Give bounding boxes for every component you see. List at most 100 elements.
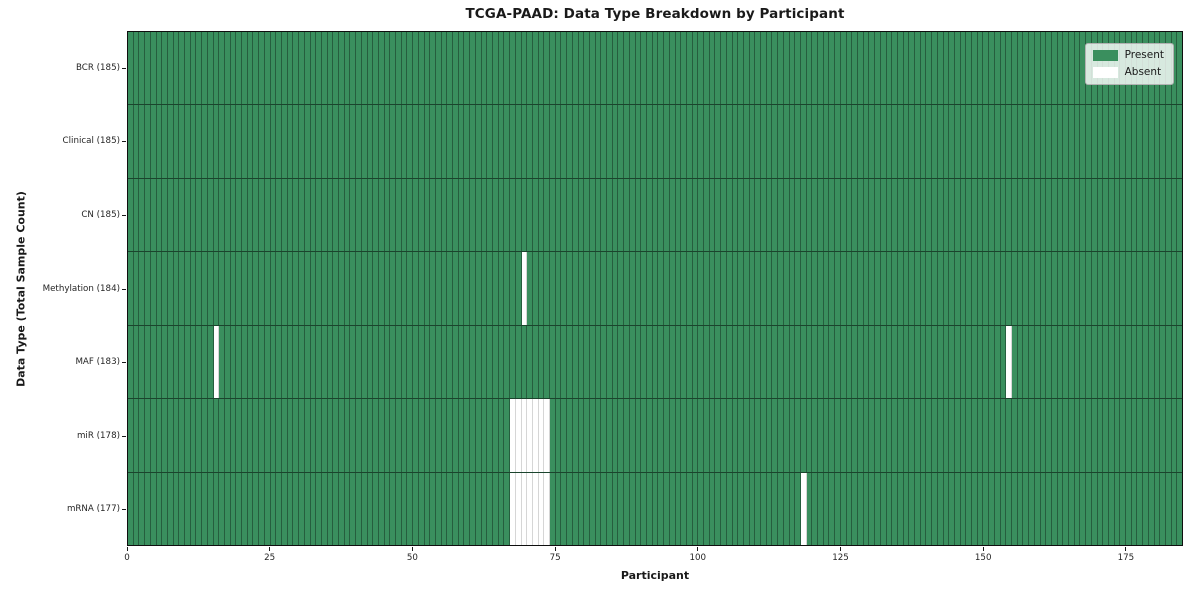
cell-present-clinical-172 <box>1108 105 1115 178</box>
cell-present-cn-159 <box>1034 178 1041 252</box>
cell-present-methylation-120 <box>812 252 819 325</box>
cell-present-mrna-96 <box>675 472 682 545</box>
cell-present-methylation-82 <box>595 252 602 325</box>
cell-present-bcr-22 <box>253 32 260 105</box>
cell-present-methylation-43 <box>373 252 379 325</box>
cell-present-methylation-132 <box>880 252 887 325</box>
cell-present-bcr-45 <box>384 32 391 105</box>
cell-present-clinical-94 <box>664 105 670 178</box>
cell-present-methylation-142 <box>937 252 944 325</box>
cell-present-maf-91 <box>646 325 653 399</box>
x-tick-label-100: 100 <box>689 553 707 563</box>
cell-present-bcr-121 <box>818 32 824 105</box>
cell-present-bcr-59 <box>464 32 471 105</box>
cell-present-methylation-182 <box>1165 252 1172 325</box>
x-axis-title: Participant <box>620 569 690 582</box>
x-tick-mark <box>982 547 984 551</box>
cell-present-clinical-55 <box>441 105 448 178</box>
cell-present-methylation-3 <box>145 252 151 325</box>
cell-present-methylation-54 <box>435 252 442 325</box>
cell-present-methylation-115 <box>783 252 790 325</box>
cell-present-mir-41 <box>361 399 368 472</box>
cell-present-cn-33 <box>316 178 322 252</box>
cell-present-methylation-106 <box>732 252 739 325</box>
cell-present-bcr-42 <box>367 32 374 105</box>
cell-present-clinical-18 <box>230 105 237 178</box>
cell-present-methylation-173 <box>1114 252 1121 325</box>
x-tick-label-50: 50 <box>406 553 418 563</box>
cell-present-mir-179 <box>1148 399 1155 472</box>
cell-present-clinical-180 <box>1154 105 1161 178</box>
cell-present-maf-182 <box>1165 325 1172 399</box>
cell-present-cn-13 <box>202 178 208 252</box>
cell-present-mrna-6 <box>162 472 168 545</box>
cell-present-methylation-180 <box>1154 252 1161 325</box>
cell-present-maf-163 <box>1057 325 1064 399</box>
cell-present-methylation-85 <box>612 252 619 325</box>
cell-present-bcr-14 <box>207 32 214 105</box>
cell-present-cn-88 <box>629 178 636 252</box>
cell-present-bcr-75 <box>555 32 562 105</box>
cell-absent-mir-71 <box>532 399 539 472</box>
cell-present-cn-165 <box>1069 178 1075 252</box>
cell-present-methylation-88 <box>629 252 636 325</box>
cell-present-cn-44 <box>378 178 385 252</box>
cell-present-maf-57 <box>453 325 459 399</box>
cell-present-cn-22 <box>253 178 260 252</box>
cell-present-methylation-59 <box>464 252 471 325</box>
cell-present-bcr-78 <box>572 32 579 105</box>
cell-present-bcr-165 <box>1069 32 1075 105</box>
cell-present-mrna-8 <box>173 472 180 545</box>
cell-present-mrna-3 <box>145 472 151 545</box>
cell-present-mir-152 <box>994 399 1001 472</box>
cell-present-methylation-110 <box>755 252 762 325</box>
cell-present-methylation-112 <box>766 252 773 325</box>
cell-present-cn-27 <box>281 178 288 252</box>
cell-present-maf-97 <box>681 325 687 399</box>
cell-present-bcr-157 <box>1023 32 1030 105</box>
cell-present-maf-118 <box>800 325 807 399</box>
cell-present-cn-116 <box>789 178 796 252</box>
cell-present-mrna-180 <box>1154 472 1161 545</box>
cell-present-methylation-162 <box>1051 252 1058 325</box>
cell-present-cn-137 <box>909 178 916 252</box>
cell-present-maf-43 <box>373 325 379 399</box>
cell-present-clinical-58 <box>458 105 465 178</box>
cell-present-cn-155 <box>1011 178 1018 252</box>
cell-present-bcr-63 <box>487 32 493 105</box>
cell-present-mir-28 <box>287 399 294 472</box>
cell-present-cn-79 <box>578 178 585 252</box>
cell-present-clinical-176 <box>1131 105 1138 178</box>
cell-present-clinical-177 <box>1137 105 1144 178</box>
cell-present-cn-77 <box>567 178 573 252</box>
cell-present-mir-36 <box>333 399 340 472</box>
cell-present-maf-68 <box>515 325 522 399</box>
y-tick-mark <box>122 362 126 364</box>
cell-present-mrna-105 <box>726 472 733 545</box>
cell-present-mir-98 <box>686 399 693 472</box>
cell-present-maf-49 <box>407 325 414 399</box>
cell-present-bcr-101 <box>704 32 710 105</box>
cell-present-maf-26 <box>276 325 282 399</box>
cell-present-bcr-17 <box>224 32 231 105</box>
cell-present-maf-28 <box>287 325 294 399</box>
cell-present-methylation-133 <box>886 252 893 325</box>
cell-present-maf-159 <box>1034 325 1041 399</box>
cell-present-clinical-71 <box>532 105 539 178</box>
cell-absent-mrna-67 <box>510 472 516 545</box>
cell-present-bcr-124 <box>835 32 841 105</box>
cell-present-methylation-68 <box>515 252 522 325</box>
cell-absent-mrna-72 <box>538 472 545 545</box>
cell-present-maf-9 <box>179 325 186 399</box>
cell-present-methylation-34 <box>321 252 328 325</box>
cell-present-cn-93 <box>658 178 665 252</box>
cell-present-bcr-140 <box>926 32 933 105</box>
cell-present-cn-126 <box>846 178 853 252</box>
cell-present-methylation-125 <box>840 252 847 325</box>
cell-present-maf-173 <box>1114 325 1121 399</box>
cell-present-methylation-143 <box>943 252 950 325</box>
cell-present-methylation-93 <box>658 252 665 325</box>
cell-present-maf-20 <box>242 325 248 399</box>
cell-present-mrna-82 <box>595 472 602 545</box>
cell-present-mrna-35 <box>327 472 334 545</box>
